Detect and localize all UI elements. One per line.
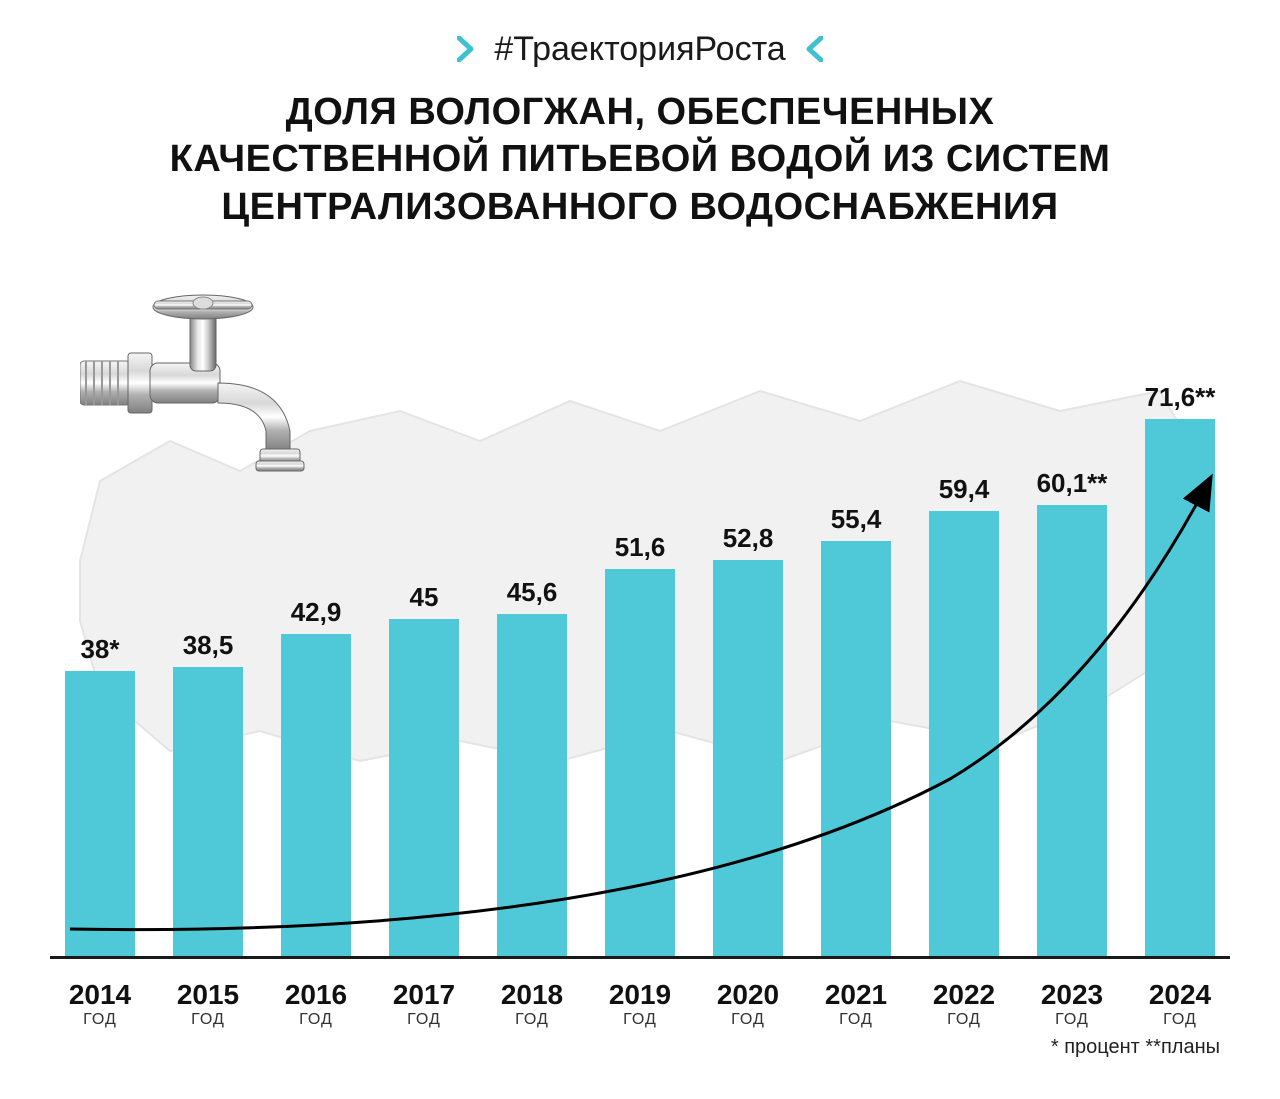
title-line: ДОЛЯ ВОЛОГЖАН, ОБЕСПЕЧЕННЫХ: [50, 89, 1230, 137]
bar-column: 38,5: [163, 630, 253, 956]
x-tick: 2023ГОД: [1027, 980, 1117, 1029]
x-unit-label: ГОД: [919, 1011, 1009, 1029]
x-tick: 2020ГОД: [703, 980, 793, 1029]
chevron-right-icon: [457, 32, 475, 71]
bar: [497, 614, 567, 956]
x-tick: 2017ГОД: [379, 980, 469, 1029]
bar-value-label: 38,5: [183, 630, 234, 661]
bar: [389, 619, 459, 957]
bar-column: 52,8: [703, 523, 793, 956]
bar-value-label: 59,4: [939, 474, 990, 505]
bar-value-label: 42,9: [291, 597, 342, 628]
x-tick: 2021ГОД: [811, 980, 901, 1029]
bar-column: 59,4: [919, 474, 1009, 957]
bar-column: 42,9: [271, 597, 361, 956]
x-tick: 2022ГОД: [919, 980, 1009, 1029]
bar: [173, 667, 243, 956]
x-unit-label: ГОД: [1135, 1011, 1225, 1029]
x-unit-label: ГОД: [703, 1011, 793, 1029]
x-unit-label: ГОД: [811, 1011, 901, 1029]
bar-column: 60,1**: [1027, 468, 1117, 956]
x-tick: 2024ГОД: [1135, 980, 1225, 1029]
x-axis: 2014ГОД2015ГОД2016ГОД2017ГОД2018ГОД2019Г…: [50, 980, 1230, 1029]
x-unit-label: ГОД: [379, 1011, 469, 1029]
x-unit-label: ГОД: [271, 1011, 361, 1029]
x-year-label: 2018: [487, 980, 577, 1011]
x-year-label: 2019: [595, 980, 685, 1011]
x-year-label: 2015: [163, 980, 253, 1011]
bar-column: 71,6**: [1135, 382, 1225, 956]
hashtag-text: #ТраекторияРоста: [494, 30, 785, 68]
title-line: ЦЕНТРАЛИЗОВАННОГО ВОДОСНАБЖЕНИЯ: [50, 184, 1230, 232]
bar-value-label: 45: [410, 582, 439, 613]
x-unit-label: ГОД: [595, 1011, 685, 1029]
bar: [65, 671, 135, 956]
footnote: * процент **планы: [1051, 1036, 1220, 1059]
bar-column: 45: [379, 582, 469, 957]
bar-value-label: 60,1**: [1037, 468, 1108, 499]
x-year-label: 2022: [919, 980, 1009, 1011]
bar-value-label: 55,4: [831, 504, 882, 535]
x-tick: 2019ГОД: [595, 980, 685, 1029]
x-year-label: 2024: [1135, 980, 1225, 1011]
bar: [713, 560, 783, 956]
main-title: ДОЛЯ ВОЛОГЖАН, ОБЕСПЕЧЕННЫХ КАЧЕСТВЕННОЙ…: [50, 89, 1230, 232]
x-tick: 2016ГОД: [271, 980, 361, 1029]
infographic-container: #ТраекторияРоста ДОЛЯ ВОЛОГЖАН, ОБЕСПЕЧЕ…: [0, 0, 1280, 1099]
x-year-label: 2014: [55, 980, 145, 1011]
bar: [281, 634, 351, 956]
bar-value-label: 45,6: [507, 577, 558, 608]
hashtag-row: #ТраекторияРоста: [50, 30, 1230, 71]
bar: [605, 569, 675, 956]
bar: [929, 511, 999, 957]
x-unit-label: ГОД: [55, 1011, 145, 1029]
x-unit-label: ГОД: [1027, 1011, 1117, 1029]
x-year-label: 2021: [811, 980, 901, 1011]
title-line: КАЧЕСТВЕННОЙ ПИТЬЕВОЙ ВОДОЙ ИЗ СИСТЕМ: [50, 136, 1230, 184]
chevron-left-icon: [805, 32, 823, 71]
x-tick: 2014ГОД: [55, 980, 145, 1029]
faucet-icon: [80, 291, 340, 491]
x-year-label: 2023: [1027, 980, 1117, 1011]
bar-value-label: 71,6**: [1145, 382, 1216, 413]
bar-column: 51,6: [595, 532, 685, 956]
x-year-label: 2016: [271, 980, 361, 1011]
bar: [1037, 505, 1107, 956]
bar-value-label: 38*: [80, 634, 119, 665]
bar: [821, 541, 891, 957]
bar-column: 38*: [55, 634, 145, 956]
bar-value-label: 52,8: [723, 523, 774, 554]
x-unit-label: ГОД: [487, 1011, 577, 1029]
chart-wrapper: 38* 38,5 42,9 45 45,6 51,6 52,8 55,4 59,4 60,1** 7…: [50, 261, 1230, 1059]
x-tick: 2018ГОД: [487, 980, 577, 1029]
bar: [1145, 419, 1215, 956]
x-year-label: 2020: [703, 980, 793, 1011]
bar-value-label: 51,6: [615, 532, 666, 563]
bar-column: 45,6: [487, 577, 577, 956]
bar-column: 55,4: [811, 504, 901, 957]
x-tick: 2015ГОД: [163, 980, 253, 1029]
x-year-label: 2017: [379, 980, 469, 1011]
x-unit-label: ГОД: [163, 1011, 253, 1029]
